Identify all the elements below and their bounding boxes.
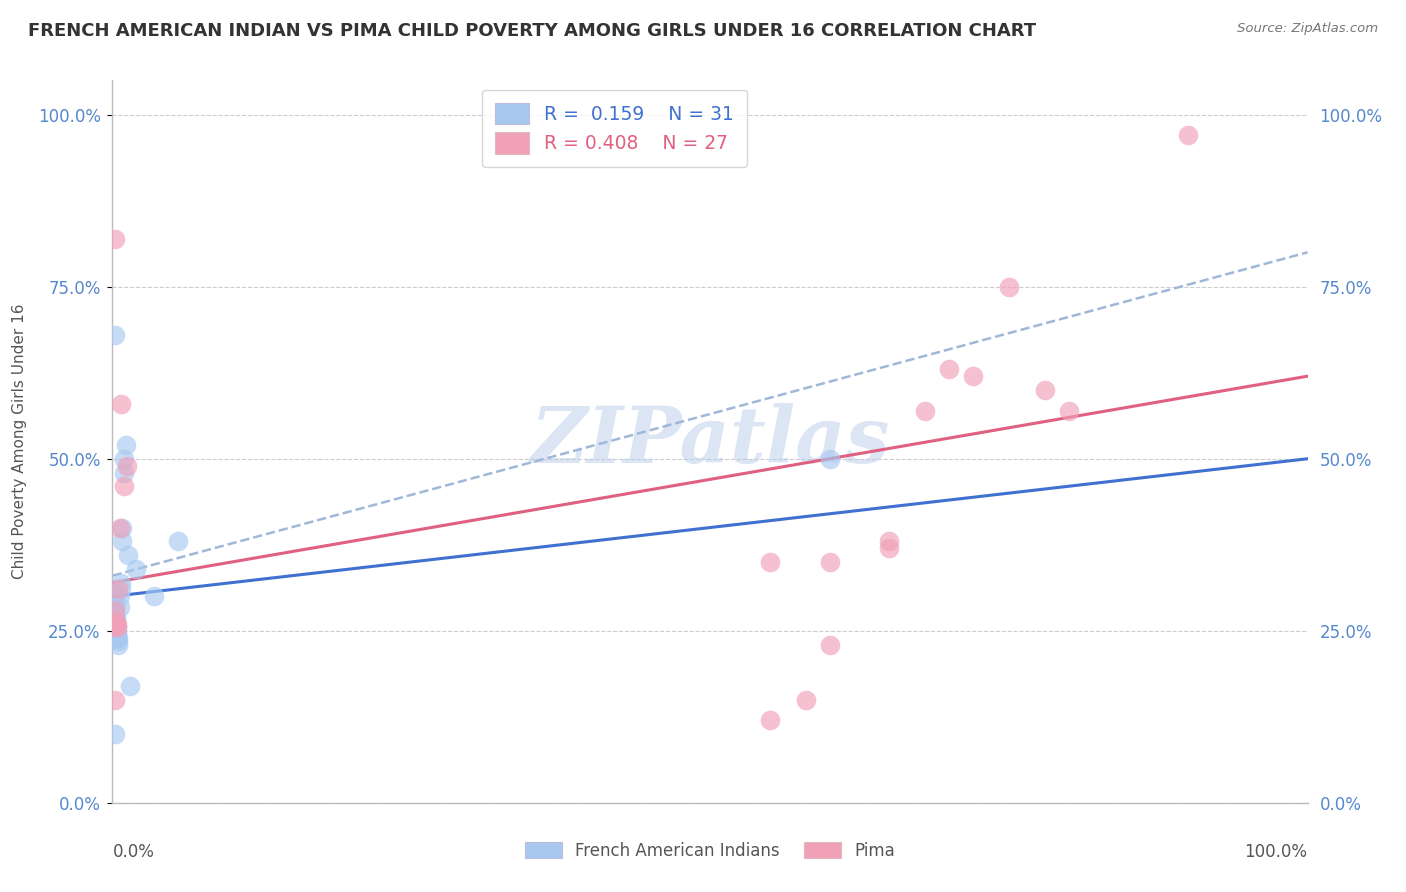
Point — [125, 562, 148, 576]
Point — [104, 727, 127, 741]
Text: 0.0%: 0.0% — [112, 843, 155, 861]
Point — [107, 634, 129, 648]
Point — [110, 575, 132, 590]
Point — [1033, 383, 1056, 397]
Legend: French American Indians, Pima: French American Indians, Pima — [519, 836, 901, 867]
Point — [114, 451, 135, 466]
Point — [914, 403, 936, 417]
Point — [105, 620, 128, 634]
Text: FRENCH AMERICAN INDIAN VS PIMA CHILD POVERTY AMONG GIRLS UNDER 16 CORRELATION CH: FRENCH AMERICAN INDIAN VS PIMA CHILD POV… — [28, 22, 1036, 40]
Point — [105, 616, 128, 631]
Point — [111, 520, 134, 534]
Point — [117, 548, 139, 562]
Point — [998, 279, 1021, 293]
Point — [107, 638, 129, 652]
Point — [105, 620, 128, 634]
Point — [104, 614, 127, 628]
Point — [115, 458, 138, 473]
Point — [104, 599, 127, 614]
Point — [105, 624, 128, 638]
Point — [759, 555, 782, 569]
Point — [879, 534, 901, 549]
Point — [114, 438, 136, 452]
Point — [794, 692, 817, 706]
Point — [105, 620, 128, 634]
Text: 100.0%: 100.0% — [1244, 843, 1308, 861]
Point — [962, 369, 984, 384]
Point — [110, 397, 132, 411]
Point — [759, 713, 782, 727]
Point — [114, 466, 135, 480]
Point — [105, 620, 128, 634]
Point — [104, 231, 127, 245]
Y-axis label: Child Poverty Among Girls Under 16: Child Poverty Among Girls Under 16 — [11, 304, 27, 579]
Point — [107, 631, 129, 645]
Text: ZIPatlas: ZIPatlas — [530, 403, 890, 480]
Point — [1057, 403, 1080, 417]
Point — [105, 631, 128, 645]
Point — [143, 590, 166, 604]
Point — [108, 590, 131, 604]
Point — [818, 638, 841, 652]
Point — [111, 534, 134, 549]
Point — [108, 520, 131, 534]
Point — [105, 616, 128, 631]
Point — [104, 327, 127, 342]
Point — [108, 599, 131, 614]
Point — [120, 679, 142, 693]
Point — [105, 627, 128, 641]
Point — [938, 362, 960, 376]
Point — [105, 616, 128, 631]
Point — [105, 610, 128, 624]
Point — [114, 479, 135, 493]
Point — [107, 582, 129, 597]
Point — [104, 603, 127, 617]
Point — [879, 541, 901, 556]
Point — [1177, 128, 1199, 143]
Point — [818, 451, 841, 466]
Text: Source: ZipAtlas.com: Source: ZipAtlas.com — [1237, 22, 1378, 36]
Point — [104, 590, 127, 604]
Point — [104, 607, 127, 621]
Point — [167, 534, 190, 549]
Point — [105, 614, 128, 628]
Point — [818, 555, 841, 569]
Point — [110, 582, 132, 597]
Point — [104, 692, 127, 706]
